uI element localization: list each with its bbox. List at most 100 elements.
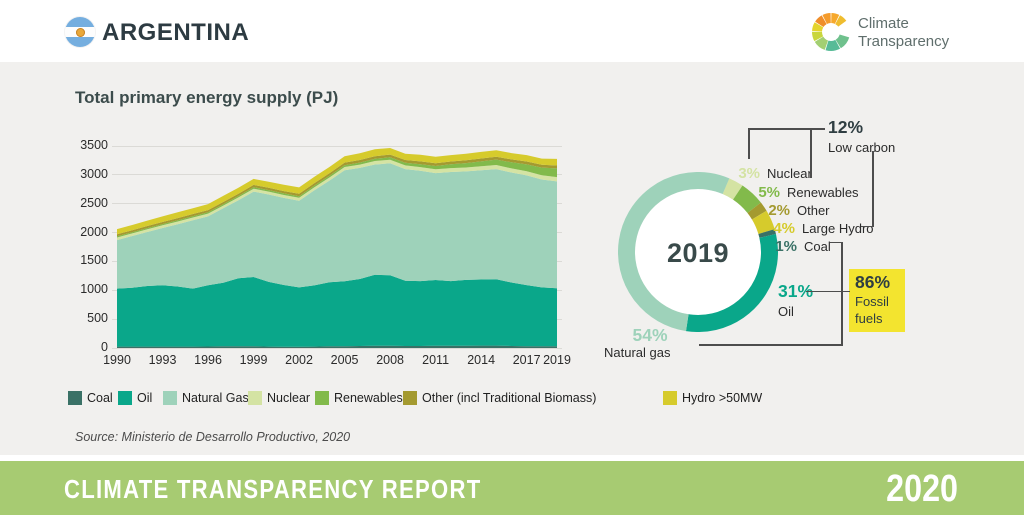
fossil-fuels-pct: 86% [855, 272, 891, 292]
y-axis-tick-label: 2500 [80, 195, 108, 210]
legend-swatch [663, 391, 677, 405]
gridline [112, 347, 562, 349]
donut-row: 2% Other [750, 202, 830, 219]
area-series-2 [117, 163, 557, 289]
oil-annotation: 31% Oil [778, 281, 813, 319]
x-axis-tick-label: 2002 [285, 353, 313, 367]
stacked-area-chart [117, 148, 557, 348]
low-carbon-label: Low carbon [828, 140, 896, 155]
x-axis-tick-label: 1999 [239, 353, 268, 367]
donut-segment-4 [618, 172, 778, 332]
donut-segment-1 [618, 172, 778, 332]
connector-line [748, 128, 750, 159]
connector-line [748, 128, 825, 130]
oil-pct: 31% [778, 281, 814, 301]
area-series-1 [117, 274, 557, 347]
legend-item: Coal [68, 391, 113, 405]
legend-item: Other (incl Traditional Biomass) [403, 391, 596, 405]
y-axis-tick-label: 0 [101, 340, 108, 354]
donut-row-pct: 5% [758, 184, 780, 201]
donut-row-label: Coal [804, 239, 831, 254]
oil-label: Oil [778, 304, 794, 319]
flag-sun-icon [75, 27, 85, 37]
logo-segment-8 [812, 13, 850, 51]
climate-transparency-logo-icon [811, 12, 851, 52]
legend-label: Coal [87, 391, 113, 405]
donut-row-label: Nuclear [767, 166, 812, 181]
legend-swatch [68, 391, 82, 405]
area-series-6 [117, 148, 557, 235]
x-axis-tick-label: 2019 [543, 353, 571, 367]
logo-segment-3 [812, 13, 850, 51]
x-axis-tick-label: 2005 [330, 353, 359, 367]
donut-center-year: 2019 [666, 238, 730, 268]
low-carbon-pct: 12% [828, 117, 864, 137]
donut-row-label: Other [797, 203, 830, 218]
legend-label: Other (incl Traditional Biomass) [422, 391, 597, 405]
country-title: ARGENTINA [102, 19, 250, 46]
connector-line [872, 151, 874, 227]
x-axis-tick-label: 1996 [194, 353, 222, 367]
x-axis-tick-label: 2017 [512, 353, 541, 367]
y-axis-tick-label: 2000 [80, 224, 108, 239]
donut-row-pct: 3% [738, 165, 760, 182]
connector-line [806, 290, 850, 292]
chart-title: Total primary energy supply (PJ) [75, 88, 339, 107]
logo-line1: Climate [858, 15, 909, 32]
y-axis-tick-label: 1000 [80, 282, 108, 297]
legend-item: Nuclear [248, 391, 310, 405]
legend-label: Oil [137, 391, 153, 405]
y-axis-tick-label: 3000 [80, 166, 108, 181]
footer-report-title: CLIMATE TRANSPARENCY REPORT [64, 474, 482, 504]
donut-row: 5% Renewables [740, 184, 859, 201]
legend-label: Renewables [334, 391, 403, 405]
source-note: Source: Ministerio de Desarrollo Product… [75, 430, 351, 444]
donut-segment-5 [618, 172, 778, 332]
legend-swatch [163, 391, 177, 405]
x-axis-tick-label: 2014 [467, 353, 496, 367]
logo-segment-1 [812, 13, 850, 51]
connector-line [841, 241, 843, 346]
donut-row-label: Large Hydro [802, 221, 874, 236]
connector-line [830, 241, 842, 243]
footer-bar [0, 461, 1024, 515]
natural-gas-pct: 54% [632, 325, 668, 345]
y-axis-tick-label: 3500 [80, 138, 108, 152]
x-axis-tick-label: 1990 [103, 353, 131, 367]
donut-row-pct: 4% [773, 220, 795, 237]
legend-swatch [403, 391, 417, 405]
energy-mix-donut-chart [618, 172, 778, 332]
gridline [112, 145, 562, 147]
legend-swatch [118, 391, 132, 405]
low-carbon-annotation: 12% Low carbon [828, 117, 895, 155]
donut-segment-6 [618, 172, 778, 332]
legend-item: Renewables [315, 391, 403, 405]
donut-segment-2 [618, 172, 778, 332]
donut-segment-3 [618, 172, 778, 332]
legend-label: Natural Gas [182, 391, 249, 405]
legend-item: Oil [118, 391, 152, 405]
legend-swatch [248, 391, 262, 405]
logo-line2: Transparency [858, 33, 950, 50]
legend-label: Nuclear [267, 391, 311, 405]
area-series-4 [117, 157, 557, 238]
fossil-fuels-annotation: 86% Fossil fuels [849, 269, 905, 332]
legend-item: Hydro >50MW [663, 391, 762, 405]
logo-wordmark: Climate Transparency [858, 15, 949, 51]
legend-swatch [315, 391, 329, 405]
natural-gas-label: Natural gas [604, 345, 671, 360]
donut-hole [635, 189, 761, 315]
legend-label: Hydro >50MW [682, 391, 763, 405]
connector-line [861, 225, 873, 227]
y-axis-tick-label: 500 [87, 311, 108, 326]
connector-line [810, 128, 812, 178]
donut-row-label: Renewables [787, 185, 859, 200]
donut-row: 1% Coal [757, 238, 831, 255]
donut-row-pct: 2% [768, 202, 790, 219]
logo-segment-0 [812, 13, 850, 51]
area-series-0 [117, 345, 557, 348]
donut-row: 3% Nuclear [720, 165, 812, 182]
x-axis-tick-label: 2008 [376, 353, 404, 367]
x-axis-tick-label: 2011 [422, 353, 450, 367]
